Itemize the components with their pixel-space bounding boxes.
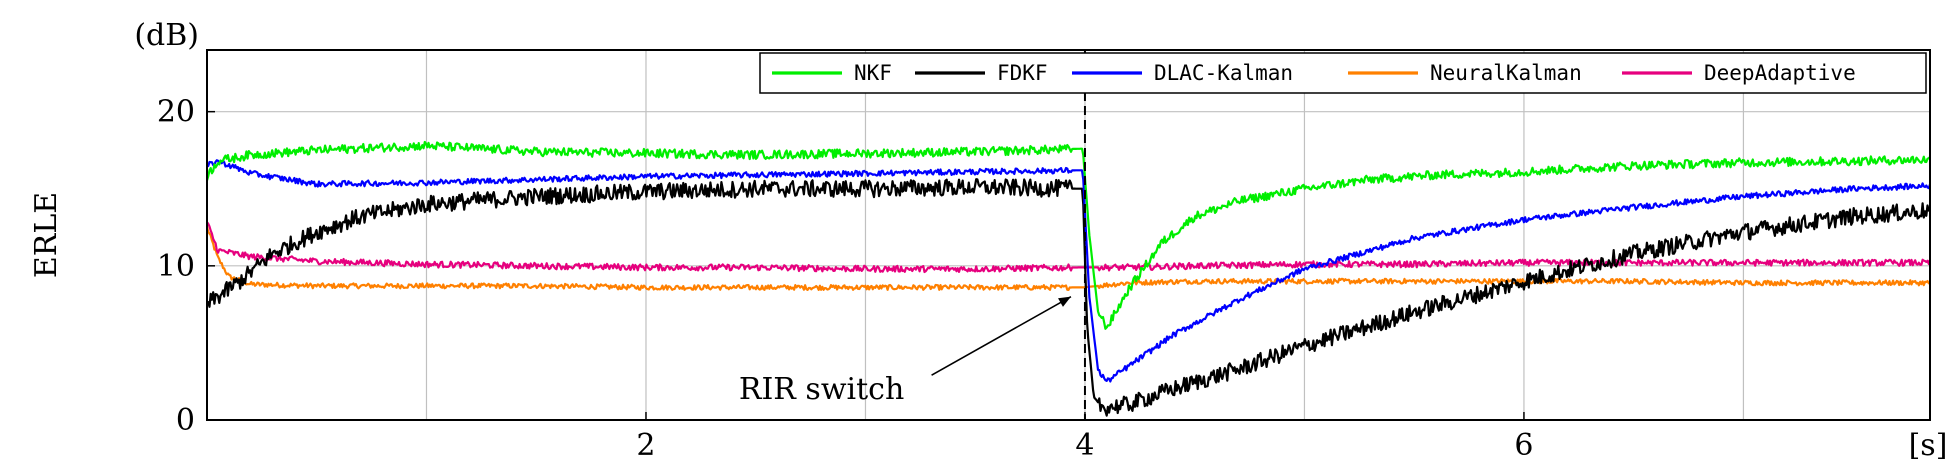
annotation-arrow-line xyxy=(931,295,1072,376)
x-tick-label: 2 xyxy=(636,428,655,463)
y-tick-label: 10 xyxy=(157,249,195,284)
y-tick-label: 0 xyxy=(176,403,195,438)
series-line-fdkf xyxy=(206,178,1931,417)
annotation-text: RIR switch xyxy=(739,372,904,407)
axis-ticks: 2 4 6 0 10 20 xyxy=(157,95,1534,463)
legend-label-neuralkalman: NeuralKalman xyxy=(1430,61,1582,85)
y-unit-label: (dB) xyxy=(134,18,199,53)
x-unit-label: [s] xyxy=(1909,428,1948,463)
rir-switch-annotation: RIR switch xyxy=(739,295,1072,407)
legend-label-dlac-kalman: DLAC-Kalman xyxy=(1154,61,1293,85)
y-tick-label: 20 xyxy=(157,95,195,130)
legend-label-nkf: NKF xyxy=(854,61,892,85)
series-line-nkf xyxy=(205,140,1931,330)
x-tick-label: 6 xyxy=(1514,428,1533,463)
series-lines xyxy=(205,140,1932,417)
plot-frame xyxy=(206,49,1931,421)
legend-label-fdkf: FDKF xyxy=(997,61,1048,85)
legend-label-deepadaptive: DeepAdaptive xyxy=(1704,61,1856,85)
y-axis-label: ERLE xyxy=(29,192,64,278)
x-tick-label: 4 xyxy=(1075,428,1094,463)
series-line-neuralkalman xyxy=(205,226,1931,291)
series-line-dlac-kalman xyxy=(205,159,1932,383)
annotation-arrow-head xyxy=(1058,296,1071,307)
legend: NKF FDKF DLAC-Kalman NeuralKalman DeepAdapti… xyxy=(759,52,1927,94)
grid-lines xyxy=(207,50,1930,420)
series-line-deepadaptive xyxy=(206,221,1932,274)
